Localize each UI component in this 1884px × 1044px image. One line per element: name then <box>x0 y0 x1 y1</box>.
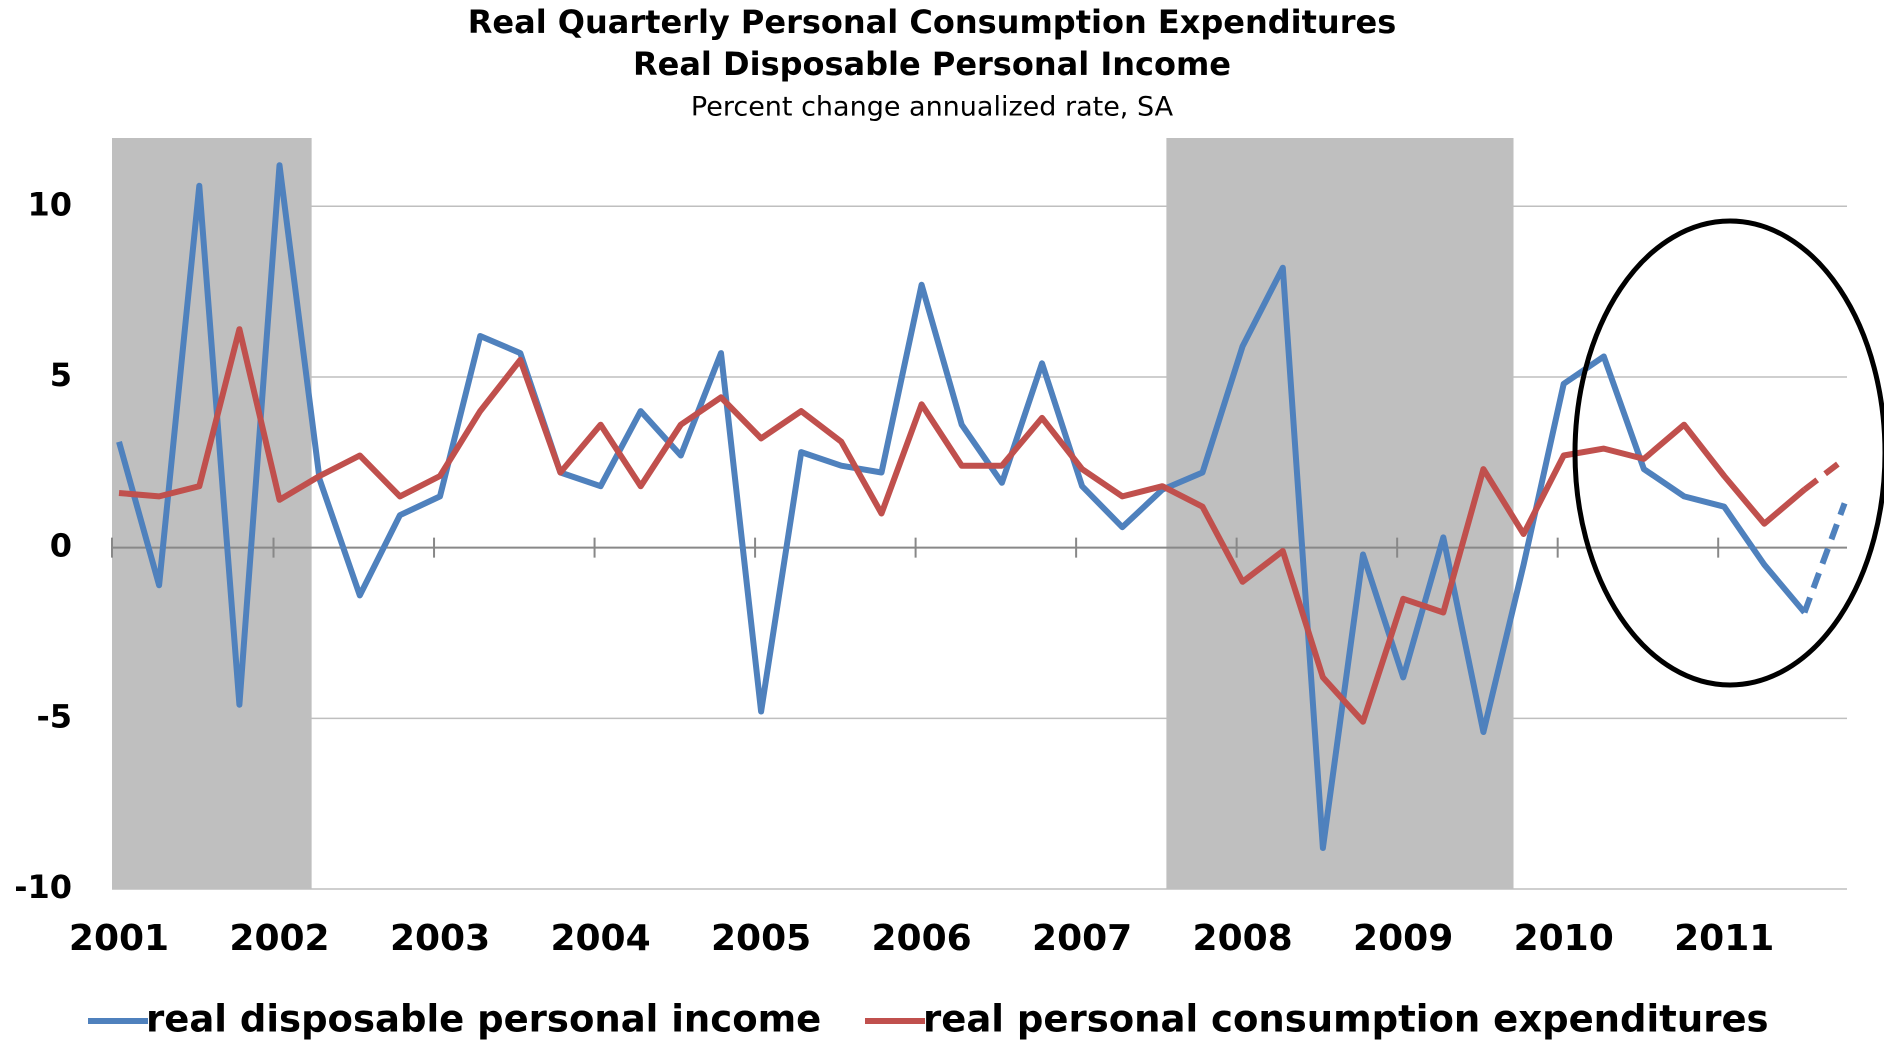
highlight-ellipse <box>1572 218 1884 688</box>
axis-labels: -10 -5 0 5 10 2001 2002 2003 2004 2005 2006 2007 200… <box>14 185 1774 959</box>
x-tick-label: 2010 <box>1514 918 1614 959</box>
recession-band <box>1166 138 1514 889</box>
x-tick-label: 2004 <box>550 918 650 959</box>
series-line-dashed <box>1801 502 1848 614</box>
chart-title-line-2: Real Disposable Personal Income <box>633 45 1231 83</box>
series-lines <box>116 162 1848 851</box>
recession-band <box>112 138 312 889</box>
recession-shading <box>112 138 1514 889</box>
legend-label: real personal consumption expenditures <box>923 998 1769 1041</box>
y-tick-label: -5 <box>36 697 72 735</box>
x-tick-label: 2007 <box>1032 918 1132 959</box>
x-tick-label: 2009 <box>1353 918 1453 959</box>
legend: real disposable personal income real pers… <box>88 998 1769 1041</box>
x-tick-label: 2002 <box>229 918 329 959</box>
y-tick-label: 5 <box>50 356 72 394</box>
series-line <box>116 162 1807 851</box>
x-tick-label: 2003 <box>390 918 490 959</box>
x-tick-label: 2005 <box>711 918 811 959</box>
x-tick-label: 2011 <box>1674 918 1774 959</box>
x-tick-label: 2006 <box>871 918 971 959</box>
grid <box>111 205 1847 890</box>
series-line <box>118 326 1807 725</box>
series-line-dashed <box>1802 456 1847 492</box>
y-tick-label: 10 <box>27 185 72 223</box>
x-tick-label: 2001 <box>69 918 169 959</box>
y-tick-label: 0 <box>50 527 72 565</box>
y-tick-label: -10 <box>14 868 72 906</box>
legend-label: real disposable personal income <box>146 998 821 1041</box>
chart-title: Real Quarterly Personal Consumption Expe… <box>468 3 1396 41</box>
chart-subtitle: Percent change annualized rate, SA <box>691 92 1174 123</box>
x-tick-label: 2008 <box>1193 918 1293 959</box>
